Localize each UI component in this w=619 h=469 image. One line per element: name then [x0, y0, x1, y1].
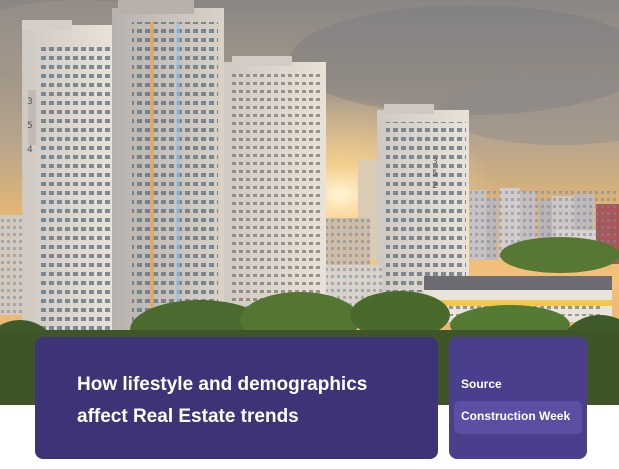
svg-text:3: 3	[432, 157, 438, 167]
article-title-card[interactable]: How lifestyle and demographics affect Re…	[35, 337, 438, 459]
source-card: Source Construction Week	[449, 337, 587, 459]
source-label: Source	[461, 377, 502, 391]
svg-text:2: 2	[432, 181, 438, 191]
svg-text:4: 4	[27, 145, 33, 155]
svg-text:5: 5	[27, 121, 33, 131]
article-title[interactable]: How lifestyle and demographics affect Re…	[77, 374, 368, 427]
svg-text:3: 3	[27, 97, 33, 107]
svg-text:5: 5	[432, 169, 438, 179]
source-link[interactable]: Construction Week	[454, 401, 582, 434]
